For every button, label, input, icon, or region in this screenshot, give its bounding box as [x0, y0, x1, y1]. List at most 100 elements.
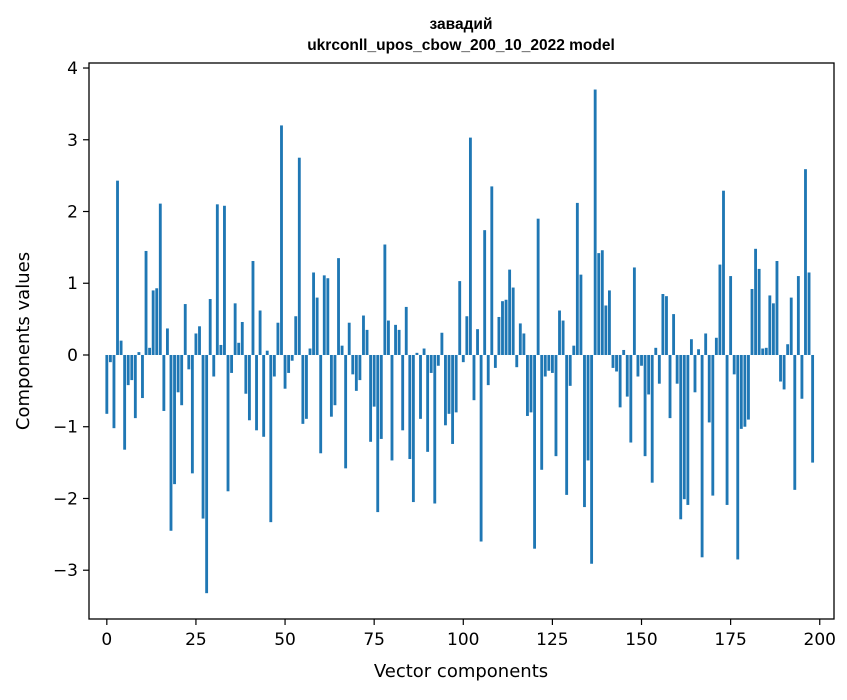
bar-132 [575, 202, 579, 355]
bar-194 [796, 276, 800, 355]
x-tick-label-150: 150 [625, 630, 657, 650]
bar-21 [180, 354, 184, 406]
x-tick-label-75: 75 [363, 630, 385, 650]
bar-22 [183, 304, 187, 355]
bar-47 [272, 354, 276, 377]
bar-38 [240, 321, 244, 355]
bar-3 [116, 180, 119, 355]
bar-181 [750, 288, 754, 355]
bar-40 [247, 354, 251, 421]
bar-49 [280, 125, 283, 355]
bar-177 [736, 354, 740, 560]
bar-67 [344, 354, 348, 469]
bar-192 [789, 297, 793, 355]
bar-84 [404, 306, 408, 355]
bar-45 [265, 350, 269, 355]
bar-161 [679, 354, 683, 520]
bar-130 [568, 354, 572, 386]
bar-127 [558, 310, 561, 355]
bar-166 [697, 349, 700, 355]
bar-169 [707, 354, 711, 423]
bar-142 [611, 354, 615, 368]
bar-17 [166, 328, 169, 355]
y-tick-label-2: 2 [67, 203, 78, 223]
bar-162 [682, 354, 686, 500]
bar-187 [771, 303, 775, 355]
bar-87 [415, 352, 419, 355]
bar-111 [501, 301, 504, 355]
bar-54 [297, 157, 301, 355]
bar-81 [394, 324, 397, 355]
bar-31 [215, 204, 219, 355]
bar-39 [244, 354, 248, 394]
bar-172 [718, 264, 722, 355]
chart-title: завадий [430, 16, 493, 33]
bar-152 [647, 354, 651, 395]
bar-179 [743, 354, 747, 427]
y-tick-label--3: −3 [53, 561, 78, 581]
bar-107 [486, 354, 490, 386]
bar-167 [700, 354, 704, 558]
bar-112 [504, 299, 508, 355]
bar-7 [130, 354, 134, 381]
bar-116 [518, 323, 522, 355]
bar-151 [643, 354, 647, 457]
bar-78 [383, 244, 387, 355]
bar-58 [312, 272, 315, 355]
bar-195 [800, 354, 804, 399]
bar-110 [497, 316, 501, 355]
bar-80 [390, 354, 394, 461]
bar-94 [440, 332, 444, 355]
bar-8 [133, 354, 137, 419]
bar-26 [198, 326, 201, 355]
bar-101 [465, 316, 469, 355]
bar-37 [237, 342, 241, 355]
bar-124 [547, 354, 551, 371]
bar-170 [711, 354, 715, 496]
bar-50 [283, 354, 287, 389]
bar-118 [526, 354, 529, 416]
bar-25 [194, 333, 198, 355]
y-tick-label-3: 3 [67, 131, 78, 151]
bar-186 [768, 295, 772, 355]
bar-150 [640, 354, 643, 366]
bar-53 [294, 316, 298, 355]
bar-134 [583, 354, 586, 508]
bar-57 [308, 348, 312, 355]
bar-97 [451, 354, 455, 444]
bar-93 [436, 354, 440, 366]
bar-147 [629, 354, 633, 443]
x-axis-label: Vector components [374, 661, 548, 682]
bar-5 [123, 354, 127, 450]
bar-60 [319, 354, 323, 454]
bar-184 [761, 348, 765, 355]
bar-2 [112, 354, 116, 429]
bar-120 [533, 354, 536, 549]
bar-75 [372, 354, 376, 407]
bar-135 [586, 354, 590, 461]
bar-28 [205, 354, 209, 594]
bar-174 [725, 354, 729, 505]
bar-90 [426, 354, 430, 452]
bar-59 [315, 297, 319, 355]
bar-156 [661, 294, 665, 355]
bar-14 [155, 288, 159, 355]
y-tick-label--2: −2 [53, 489, 78, 509]
bar-149 [636, 354, 640, 377]
bar-155 [657, 354, 661, 384]
bar-98 [454, 354, 458, 413]
bar-13 [151, 290, 155, 355]
bar-0 [105, 354, 109, 414]
bar-128 [561, 320, 565, 355]
bar-68 [347, 322, 351, 355]
bar-66 [340, 345, 344, 355]
bar-42 [255, 354, 258, 431]
bar-191 [786, 344, 790, 355]
bar-113 [508, 269, 512, 355]
bar-46 [269, 354, 273, 523]
x-tick-label-100: 100 [447, 630, 479, 650]
bar-72 [362, 315, 365, 355]
bar-43 [258, 310, 262, 355]
bar-95 [444, 354, 447, 426]
